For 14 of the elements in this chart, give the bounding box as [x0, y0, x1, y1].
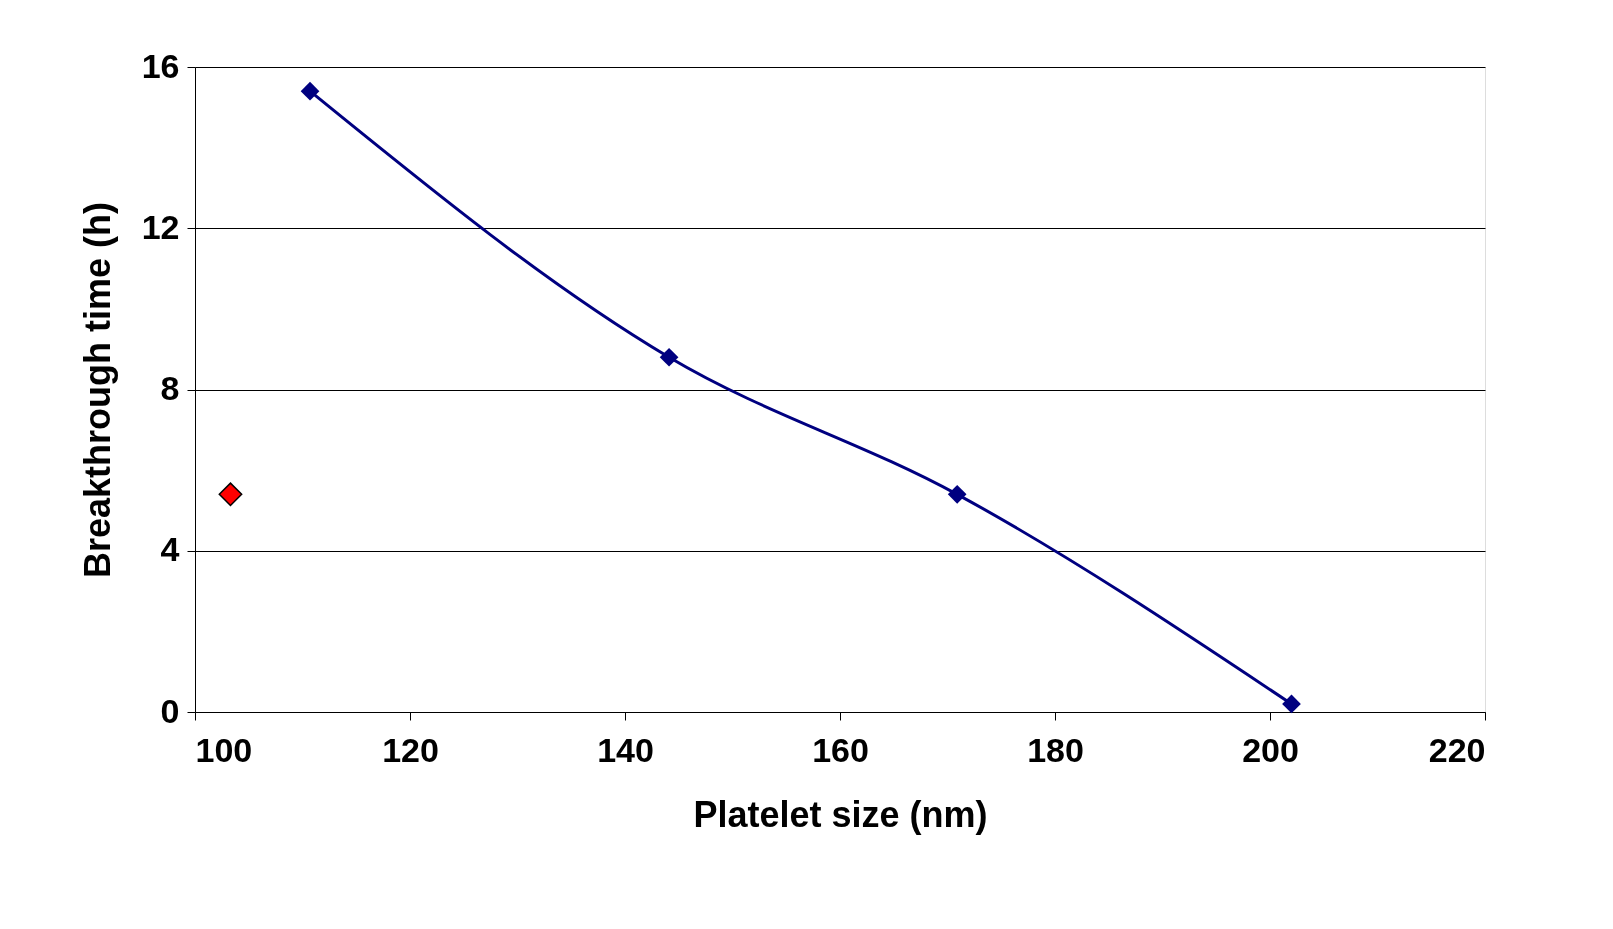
x-tick-label: 160 [812, 730, 869, 769]
y-tick-label: 8 [160, 369, 180, 407]
x-tick-label: 140 [597, 730, 654, 769]
x-tick-label: 120 [382, 730, 439, 769]
y-tick-label: 0 [160, 691, 180, 730]
y-tick-label: 16 [141, 46, 180, 85]
y-tick-label: 12 [141, 207, 180, 246]
x-tick-label: 180 [1027, 730, 1084, 769]
y-tick-label: 4 [160, 530, 180, 569]
x-tick-label: 220 [1428, 730, 1486, 769]
y-axis-title: Breakthrough time (h) [76, 201, 118, 579]
x-tick-label: 100 [195, 730, 253, 769]
x-axis-title: Platelet size (nm) [693, 793, 988, 835]
x-tick-label: 200 [1242, 730, 1299, 769]
